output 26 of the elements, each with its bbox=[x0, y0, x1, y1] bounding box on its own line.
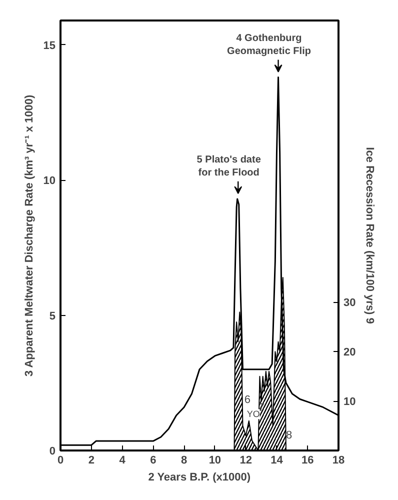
y-tick-label: 15 bbox=[43, 40, 56, 52]
x-tick-label: 12 bbox=[240, 454, 252, 466]
y2-tick-label: 30 bbox=[344, 297, 356, 310]
x-tick-label: 18 bbox=[332, 454, 345, 466]
y-tick-label: 5 bbox=[49, 310, 56, 322]
y2-tick-label: 10 bbox=[344, 396, 356, 408]
y-tick-label: 0 bbox=[49, 446, 56, 458]
annotation: 4 Gothenburg Geomagnetic Flip bbox=[227, 32, 311, 58]
x-tick-label: 4 bbox=[119, 454, 126, 466]
x-tick-label: 6 bbox=[150, 454, 156, 466]
y2-axis-title: Ice Recession Rate (km/100 yrs) 9 bbox=[364, 147, 376, 324]
x-axis-title: 2 Years B.P. (x1000) bbox=[148, 472, 251, 484]
annotation: 6 bbox=[244, 394, 250, 406]
x-tick-label: 8 bbox=[180, 454, 188, 466]
annotation: 7 bbox=[258, 402, 264, 414]
y-axis-title: 3 Apparent Meltwater Discharge Rate (km³ yr⁻¹ x 1000) bbox=[23, 94, 36, 377]
y-tick-label: 10 bbox=[43, 175, 56, 188]
annotation: 5 Plato's date for the Flood bbox=[196, 154, 262, 179]
annotation: 8 bbox=[286, 429, 292, 442]
x-tick-label: 10 bbox=[208, 454, 222, 466]
y2-tick-label: 20 bbox=[344, 346, 356, 359]
annotation: YO bbox=[246, 409, 260, 420]
x-tick-label: 16 bbox=[301, 454, 314, 466]
x-tick-label: 0 bbox=[57, 454, 64, 466]
x-tick-label: 14 bbox=[270, 454, 284, 466]
x-tick-label: 2 bbox=[88, 454, 94, 466]
